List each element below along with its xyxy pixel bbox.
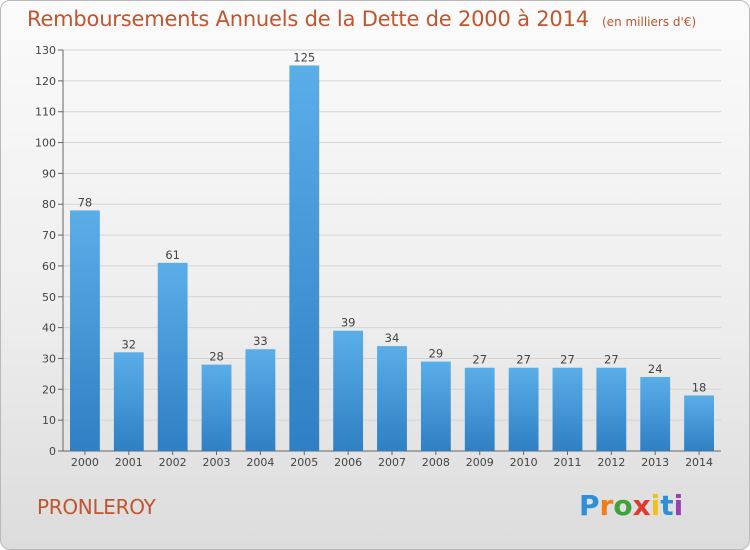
x-tick-label: 2014 <box>685 456 713 469</box>
y-tick-label: 40 <box>42 322 56 335</box>
x-tick-label: 2009 <box>466 456 494 469</box>
data-label: 28 <box>209 350 224 364</box>
bar <box>684 395 714 451</box>
bar <box>640 376 671 451</box>
commune-name: PRONLEROY <box>37 495 156 519</box>
data-label: 78 <box>78 195 93 209</box>
bar <box>289 65 320 451</box>
y-tick-label: 130 <box>35 44 56 57</box>
x-tick-label: 2007 <box>378 456 406 469</box>
data-label: 61 <box>165 248 180 262</box>
bar <box>552 367 583 451</box>
chart-title: Remboursements Annuels de la Dette de 20… <box>27 7 589 31</box>
x-tick-label: 2000 <box>71 456 99 469</box>
y-tick-label: 80 <box>42 198 56 211</box>
data-label: 29 <box>429 347 444 361</box>
logo-letter: P <box>579 489 600 522</box>
bar <box>333 330 364 451</box>
bar <box>508 367 539 451</box>
y-tick-label: 20 <box>42 383 56 396</box>
x-tick-label: 2002 <box>159 456 187 469</box>
bar <box>245 349 276 451</box>
x-tick-label: 2013 <box>641 456 669 469</box>
y-tick-label: 70 <box>42 229 56 242</box>
data-label: 33 <box>253 334 268 348</box>
bar <box>70 210 100 451</box>
data-label: 39 <box>341 316 356 330</box>
y-tick-label: 10 <box>42 414 56 427</box>
x-tick-label: 2008 <box>422 456 450 469</box>
y-tick-label: 50 <box>42 291 56 304</box>
data-label: 27 <box>560 353 575 367</box>
data-label: 32 <box>121 337 136 351</box>
logo-letter: r <box>599 489 614 522</box>
logo-letter: o <box>613 489 633 522</box>
data-label: 27 <box>604 353 619 367</box>
logo-letter: t <box>660 489 674 522</box>
bar <box>157 262 188 451</box>
bars <box>70 65 714 451</box>
y-tick-label: 120 <box>35 75 56 88</box>
y-tick-label: 60 <box>42 260 56 273</box>
data-label: 125 <box>293 50 315 64</box>
chart-title-row: Remboursements Annuels de la Dette de 20… <box>27 7 696 31</box>
logo-letter: i <box>650 489 661 522</box>
proxiti-logo[interactable]: Proxiti <box>579 489 683 522</box>
x-tick-label: 2010 <box>510 456 538 469</box>
x-tick-label: 2004 <box>246 456 274 469</box>
chart-subtitle: (en milliers d'€) <box>602 15 697 29</box>
y-tick-label: 0 <box>49 445 56 458</box>
x-tick-label: 2001 <box>115 456 143 469</box>
data-label: 24 <box>648 362 663 376</box>
data-label: 18 <box>692 380 707 394</box>
x-tick-label: 2012 <box>597 456 625 469</box>
bar <box>464 367 495 451</box>
y-tick-label: 110 <box>35 106 56 119</box>
bar <box>377 346 407 451</box>
labels: 0 10 20 30 40 50 60 70 80 90 100 110 120 130 78 2000 32 2… <box>35 44 713 469</box>
data-label: 34 <box>385 331 400 345</box>
data-label: 27 <box>472 353 487 367</box>
y-tick-label: 30 <box>42 352 56 365</box>
x-tick-label: 2011 <box>553 456 581 469</box>
bar <box>596 367 627 451</box>
y-tick-label: 100 <box>35 137 56 150</box>
data-label: 27 <box>516 353 531 367</box>
x-tick-label: 2006 <box>334 456 362 469</box>
bar <box>201 364 232 451</box>
logo-letter: x <box>632 489 651 522</box>
bar <box>420 361 451 451</box>
x-tick-label: 2003 <box>203 456 231 469</box>
y-tick-label: 90 <box>42 167 56 180</box>
logo-letter: i <box>673 489 684 522</box>
bar <box>113 352 144 451</box>
x-tick-label: 2005 <box>290 456 318 469</box>
